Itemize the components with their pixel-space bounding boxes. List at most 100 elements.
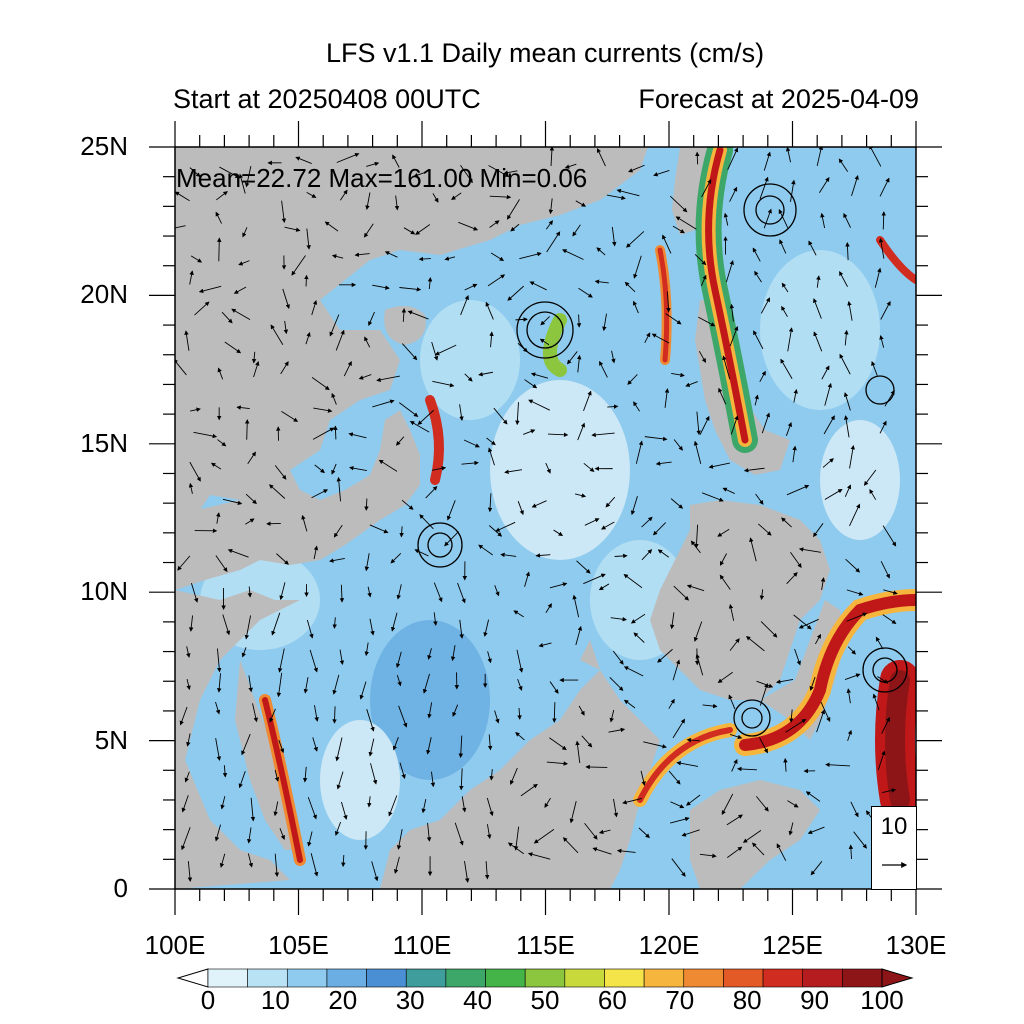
current-vector bbox=[594, 279, 609, 284]
current-vector bbox=[517, 678, 523, 691]
current-vector bbox=[494, 710, 500, 724]
current-vector bbox=[641, 549, 653, 561]
current-vector bbox=[459, 404, 464, 421]
current-vector bbox=[506, 199, 520, 220]
current-vector bbox=[653, 169, 670, 177]
current-vector bbox=[538, 642, 552, 648]
current-vector bbox=[844, 673, 861, 681]
current-vector bbox=[301, 514, 308, 532]
current-vector bbox=[312, 737, 318, 752]
current-vector bbox=[760, 297, 770, 314]
current-vector bbox=[302, 766, 308, 783]
current-vector bbox=[444, 531, 459, 547]
current-vector bbox=[763, 151, 771, 171]
current-vector bbox=[643, 741, 667, 749]
current-vector bbox=[241, 733, 251, 756]
current-vector bbox=[311, 299, 318, 316]
current-vector bbox=[184, 771, 190, 783]
current-vector bbox=[793, 614, 812, 630]
current-vector bbox=[359, 681, 367, 700]
current-vector bbox=[848, 844, 854, 860]
lon-label: 105E bbox=[268, 930, 329, 960]
current-vector bbox=[552, 702, 557, 723]
current-vector bbox=[517, 501, 524, 516]
current-vector bbox=[540, 316, 551, 326]
current-vector bbox=[614, 553, 628, 559]
current-vector bbox=[246, 827, 252, 844]
current-vector bbox=[877, 676, 889, 684]
current-vector bbox=[644, 332, 651, 344]
current-vector bbox=[583, 573, 606, 585]
current-vector bbox=[426, 822, 432, 842]
current-vector bbox=[248, 675, 253, 693]
current-vector bbox=[313, 545, 319, 560]
current-vector bbox=[339, 189, 348, 201]
current-vector bbox=[616, 848, 636, 854]
current-vector bbox=[364, 336, 371, 348]
current-vector bbox=[564, 163, 577, 169]
current-vector bbox=[575, 740, 581, 764]
current-vector bbox=[816, 709, 826, 733]
current-vector bbox=[785, 147, 791, 163]
current-vector bbox=[217, 439, 227, 447]
current-vector bbox=[535, 553, 551, 558]
current-vector bbox=[364, 553, 370, 572]
reference-vector-box: 10 bbox=[871, 806, 917, 890]
current-vector bbox=[190, 255, 203, 263]
colorbar-label: 70 bbox=[665, 985, 695, 1015]
current-vector bbox=[372, 399, 395, 408]
current-vector bbox=[698, 350, 706, 363]
current-vector bbox=[743, 467, 765, 473]
current-vector bbox=[500, 552, 517, 558]
current-vector bbox=[686, 794, 701, 806]
current-vector bbox=[626, 231, 645, 248]
current-vector bbox=[752, 247, 761, 262]
current-vector bbox=[314, 464, 325, 474]
low-speed-patches bbox=[200, 250, 900, 840]
current-vector bbox=[222, 765, 228, 778]
current-vector bbox=[494, 585, 500, 597]
current-vector bbox=[306, 191, 317, 198]
current-vector bbox=[786, 572, 798, 585]
current-vector bbox=[805, 791, 821, 802]
current-vector bbox=[545, 220, 553, 230]
current-vector bbox=[274, 853, 280, 878]
current-vector bbox=[869, 147, 882, 167]
current-vector bbox=[749, 537, 757, 562]
current-vector bbox=[575, 625, 583, 646]
current-vector bbox=[759, 176, 769, 200]
current-vector bbox=[578, 705, 585, 716]
current-vector bbox=[719, 574, 731, 590]
current-vector bbox=[314, 705, 319, 722]
current-vector bbox=[371, 861, 379, 882]
current-vector bbox=[333, 425, 338, 440]
current-vector bbox=[335, 737, 343, 762]
current-vector bbox=[366, 161, 380, 167]
current-vector bbox=[399, 762, 406, 779]
current-vector bbox=[407, 310, 429, 320]
current-vector bbox=[271, 612, 281, 636]
current-vector bbox=[401, 343, 418, 361]
current-vector bbox=[284, 226, 301, 232]
current-vector bbox=[685, 381, 698, 387]
current-vector bbox=[392, 154, 400, 168]
current-vector bbox=[605, 496, 616, 508]
current-vector bbox=[516, 649, 524, 673]
current-vector bbox=[699, 853, 717, 859]
current-vector bbox=[244, 419, 250, 440]
current-vector bbox=[401, 499, 414, 510]
current-vector bbox=[810, 861, 823, 876]
current-vector bbox=[390, 612, 398, 632]
current-vector bbox=[638, 827, 650, 839]
current-vector bbox=[329, 557, 345, 563]
current-vector bbox=[672, 659, 681, 681]
current-vector bbox=[533, 828, 555, 844]
current-vector bbox=[452, 704, 459, 717]
current-vector bbox=[463, 439, 480, 448]
current-vector bbox=[843, 415, 850, 438]
current-vector bbox=[459, 619, 464, 639]
current-vector bbox=[224, 341, 242, 354]
start-time-label: Start at 20250408 00UTC bbox=[173, 84, 481, 114]
current-vector bbox=[413, 171, 427, 178]
